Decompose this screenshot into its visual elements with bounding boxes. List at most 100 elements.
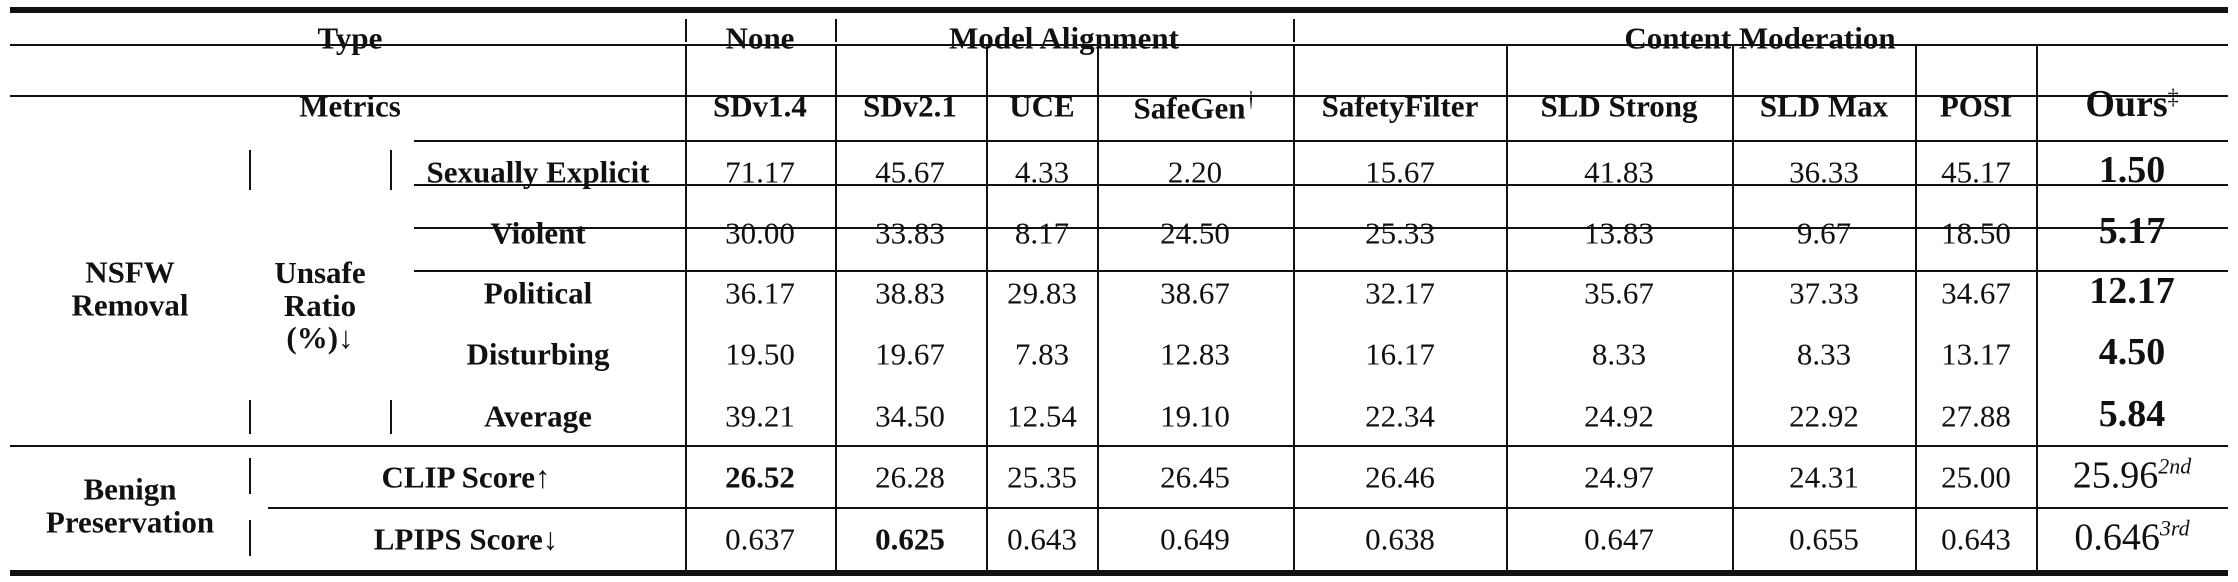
nsfw-removal-label: NSFW Removal bbox=[71, 256, 188, 321]
bottom-rule bbox=[10, 570, 2228, 576]
table-cell: 9.67 bbox=[1796, 215, 1852, 251]
row-label-violent: Violent bbox=[490, 215, 586, 251]
ours-cell: 5.84 bbox=[2098, 393, 2166, 435]
method-sdv21: SDv2.1 bbox=[863, 88, 957, 124]
section-rule bbox=[10, 445, 2228, 447]
table-cell: 27.88 bbox=[1941, 398, 2011, 434]
table-cell: 24.50 bbox=[1160, 215, 1230, 251]
table-cell: 22.92 bbox=[1789, 398, 1859, 434]
table-cell: 18.50 bbox=[1941, 215, 2011, 251]
content-moderation-header: Content Moderation bbox=[1624, 20, 1896, 56]
col-divider bbox=[986, 46, 988, 570]
benign-line: Benign bbox=[83, 471, 177, 507]
percent-line: (%)↓ bbox=[286, 320, 354, 356]
row-rule bbox=[414, 270, 2228, 272]
nsfw-line: NSFW bbox=[85, 254, 175, 290]
top-rule bbox=[10, 7, 2228, 13]
label-divider bbox=[249, 150, 251, 190]
table-cell: 26.46 bbox=[1365, 459, 1435, 495]
table-cell: 0.643 bbox=[1941, 521, 2011, 557]
label-divider bbox=[390, 400, 392, 434]
table-cell: 19.50 bbox=[725, 336, 795, 372]
row-label-political: Political bbox=[483, 275, 593, 311]
metrics-rule bbox=[10, 95, 2228, 97]
header-rule bbox=[10, 44, 2228, 46]
removal-line: Removal bbox=[71, 287, 189, 322]
type-header: Type bbox=[317, 20, 383, 56]
table-cell: 35.67 bbox=[1584, 275, 1654, 311]
table-cell: 38.83 bbox=[875, 275, 945, 311]
table-cell: 39.21 bbox=[725, 398, 795, 434]
table-cell: 13.17 bbox=[1941, 336, 2011, 372]
table-cell: 45.17 bbox=[1941, 154, 2011, 190]
ours-cell: 25.962nd bbox=[2072, 453, 2192, 497]
table-cell: 26.52 bbox=[725, 459, 795, 495]
table-cell: 0.655 bbox=[1789, 521, 1859, 557]
table-cell: 71.17 bbox=[725, 154, 795, 190]
table-cell: 0.625 bbox=[875, 521, 945, 557]
double-dagger-mark: ‡ bbox=[2167, 84, 2179, 109]
row-label-average: Average bbox=[484, 398, 592, 434]
table-cell: 36.33 bbox=[1789, 154, 1859, 190]
unsafe-line: Unsafe bbox=[274, 255, 366, 291]
table-cell: 24.31 bbox=[1789, 459, 1859, 495]
table-cell: 26.28 bbox=[875, 459, 945, 495]
table-cell: 2.20 bbox=[1167, 154, 1223, 190]
rank-superscript: 3rd bbox=[2159, 515, 2190, 541]
preservation-line: Preservation bbox=[45, 504, 215, 539]
table-cell: 33.83 bbox=[875, 215, 945, 251]
table-cell: 0.649 bbox=[1160, 521, 1230, 557]
table-cell: 45.67 bbox=[875, 154, 945, 190]
table-cell: 29.83 bbox=[1007, 275, 1077, 311]
ours-cell: 12.17 bbox=[2089, 270, 2175, 312]
method-posi: POSI bbox=[1939, 88, 2013, 124]
table-cell: 19.67 bbox=[875, 336, 945, 372]
table-cell: 19.10 bbox=[1160, 398, 1230, 434]
row-label-lpips-score: LPIPS Score↓ bbox=[373, 521, 559, 557]
row-rule bbox=[414, 140, 2228, 142]
label-divider bbox=[249, 520, 251, 556]
ours-cell: 4.50 bbox=[2098, 331, 2166, 373]
label-divider bbox=[249, 400, 251, 434]
col-divider bbox=[2036, 46, 2038, 570]
table-cell: 12.54 bbox=[1007, 398, 1077, 434]
col-divider bbox=[1293, 19, 1295, 42]
table-cell: 0.647 bbox=[1584, 521, 1654, 557]
unsafe-ratio-label: Unsafe Ratio (%)↓ bbox=[274, 257, 365, 355]
label-divider bbox=[390, 150, 392, 190]
ours-cell: 0.6463rd bbox=[2074, 515, 2190, 559]
col-divider bbox=[1097, 46, 1099, 570]
model-alignment-header: Model Alignment bbox=[949, 20, 1179, 56]
row-label-clip-score: CLIP Score↑ bbox=[381, 459, 551, 495]
table-cell: 12.83 bbox=[1160, 336, 1230, 372]
table-cell: 8.33 bbox=[1796, 336, 1852, 372]
col-divider bbox=[1506, 46, 1508, 570]
col-divider bbox=[1915, 46, 1917, 570]
table-cell: 25.33 bbox=[1365, 215, 1435, 251]
ours-label: Ours bbox=[2085, 83, 2168, 125]
col-divider bbox=[685, 19, 687, 42]
table-cell: 0.638 bbox=[1365, 521, 1435, 557]
table-cell: 36.17 bbox=[725, 275, 795, 311]
table-cell: 34.50 bbox=[875, 398, 945, 434]
table-cell: 25.35 bbox=[1007, 459, 1077, 495]
col-divider bbox=[685, 46, 687, 570]
table-cell: 4.33 bbox=[1014, 154, 1070, 190]
table-cell: 38.67 bbox=[1160, 275, 1230, 311]
ours-cell: 5.17 bbox=[2098, 210, 2166, 252]
row-label-sexually-explicit: Sexually Explicit bbox=[426, 154, 650, 190]
metrics-header: Metrics bbox=[299, 88, 401, 124]
rank-superscript: 2nd bbox=[2158, 453, 2192, 479]
table-cell: 24.97 bbox=[1584, 459, 1654, 495]
method-sld-max: SLD Max bbox=[1759, 88, 1889, 124]
ratio-line: Ratio bbox=[283, 287, 357, 323]
table-cell: 34.67 bbox=[1941, 275, 2011, 311]
table-cell: 25.00 bbox=[1941, 459, 2011, 495]
safegen-label: SafeGen bbox=[1133, 90, 1246, 126]
method-safegen: SafeGen† bbox=[1133, 88, 1257, 126]
table-cell: 8.33 bbox=[1591, 336, 1647, 372]
label-divider bbox=[249, 458, 251, 494]
row-rule bbox=[414, 227, 2228, 229]
col-divider bbox=[1732, 46, 1734, 570]
table-cell: 7.83 bbox=[1014, 336, 1070, 372]
